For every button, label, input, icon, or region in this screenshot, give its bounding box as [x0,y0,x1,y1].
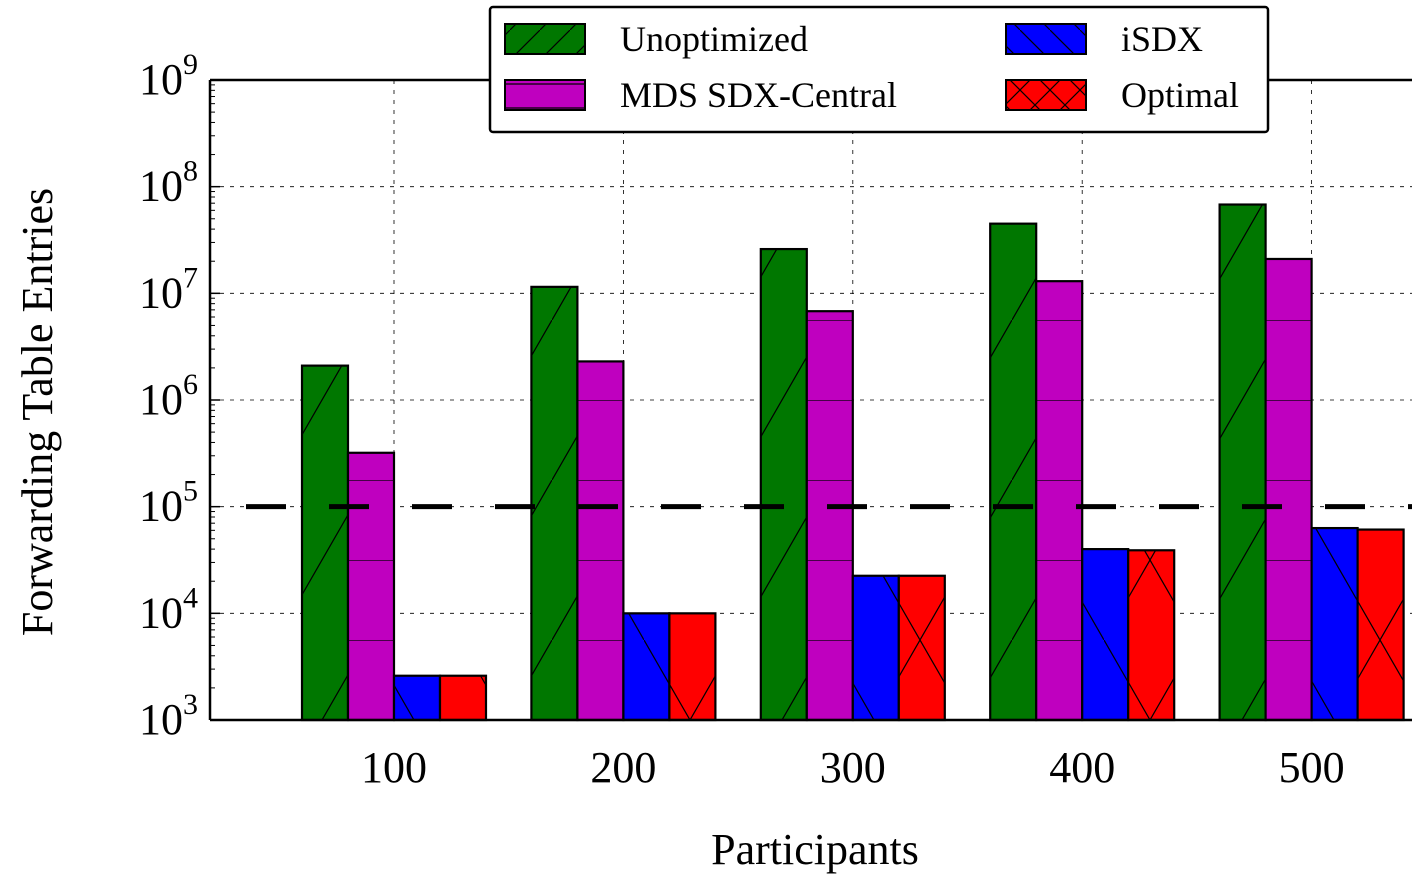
bar-hatch [1081,548,1130,722]
tick-labels: 103 104 105 106 107 108 109 100 200 300 400 500 [139,48,1345,792]
x-tick-label: 400 [1049,743,1115,792]
legend-swatch-hatch [1005,23,1087,55]
x-tick-label: 500 [1279,743,1345,792]
legend-label: Optimal [1121,75,1239,115]
y-tick-label: 103 [139,688,198,744]
bar-hatch [438,674,488,722]
y-axis-label: Forwarding Table Entries [13,188,62,636]
bar-hatch [300,364,350,722]
y-tick-label: 107 [139,261,198,317]
bar-hatch [622,612,671,722]
bar-hatch [805,310,854,722]
legend-swatch-hatch [1005,79,1087,111]
bar-hatch [759,247,808,722]
legend-swatch-hatch [504,79,586,111]
bar-hatch [1127,549,1176,722]
y-tick-label: 109 [139,48,198,104]
legend-label: MDS SDX-Central [620,75,897,115]
x-tick-label: 300 [820,743,886,792]
bar-hatch [851,574,900,722]
legend-label: iSDX [1121,19,1203,59]
bar-hatch [530,285,579,722]
bar-hatch [1310,526,1359,722]
legend-swatch-hatch [504,23,586,55]
bars [300,203,1405,722]
y-tick-label: 104 [139,581,198,637]
bar-hatch [1035,280,1084,722]
bar-hatch [392,674,442,722]
bar-hatch [576,360,625,722]
bar-hatch [1264,257,1313,722]
bar-hatch [897,574,946,722]
y-tick-label: 108 [139,155,198,211]
legend-label: Unoptimized [620,19,808,59]
y-tick-label: 106 [139,368,198,424]
y-tick-label: 105 [139,475,198,531]
bar-hatch [346,451,396,722]
legend: Unoptimized iSDX MDS SDX-Central Optimal [488,5,1270,134]
bar-hatch [668,612,717,722]
bar-hatch [989,222,1038,722]
x-tick-label: 100 [361,743,427,792]
bar-hatch [1356,528,1405,722]
x-axis-label: Participants [711,825,919,874]
bar-hatch [1218,203,1267,722]
x-tick-label: 200 [590,743,656,792]
